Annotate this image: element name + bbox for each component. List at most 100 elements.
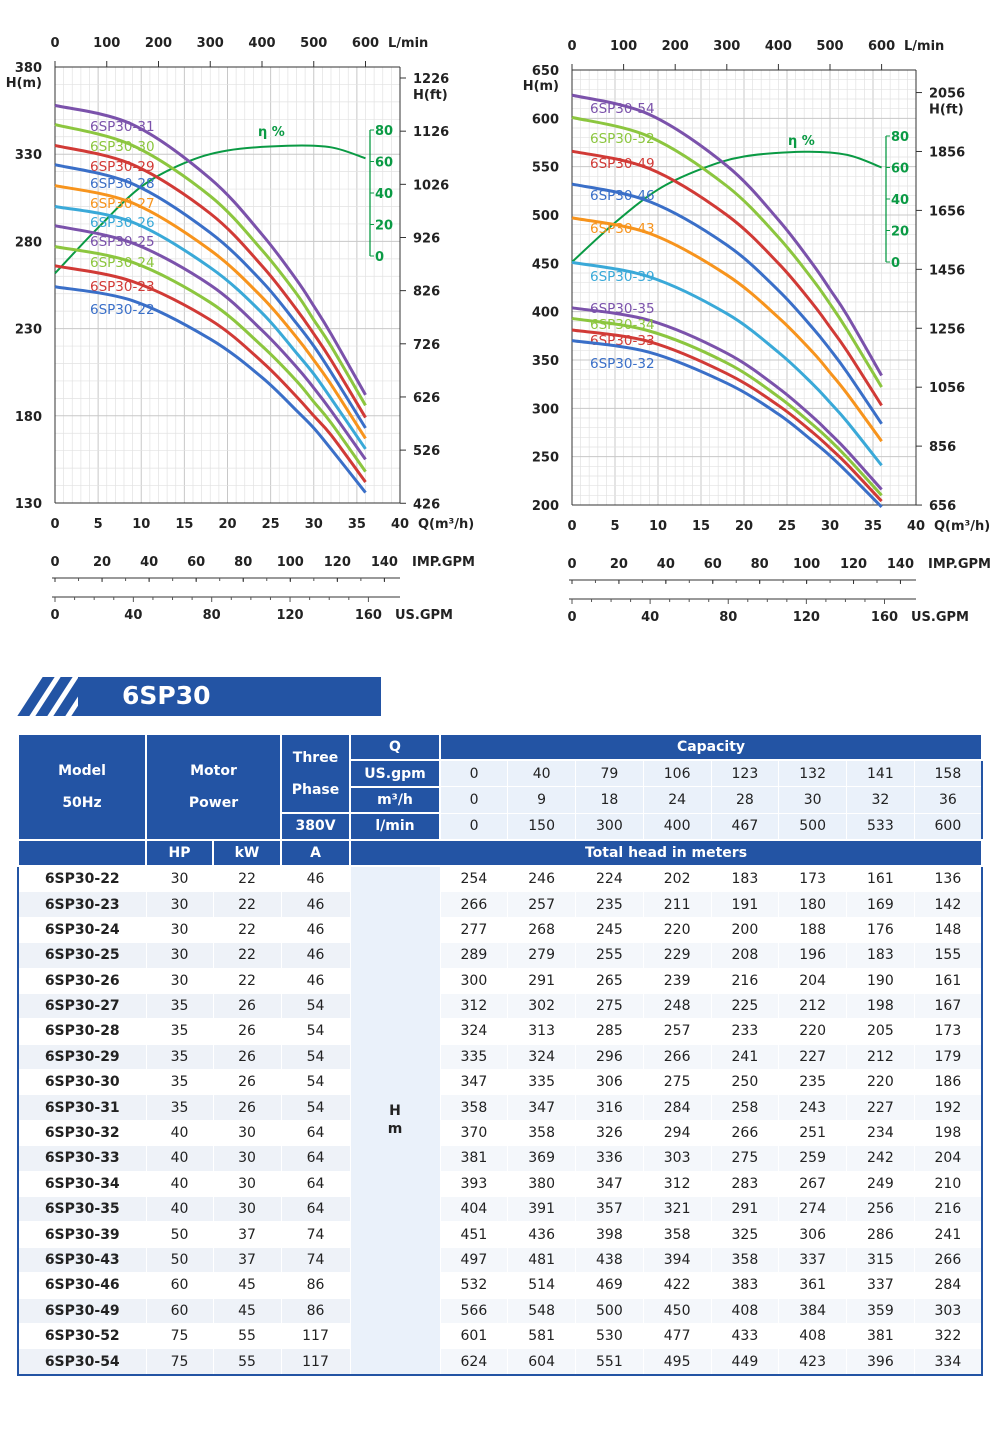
frequency-label: 50Hz: [62, 794, 102, 811]
head-value: 198: [913, 1119, 983, 1147]
imp-tick-label: 120: [324, 555, 351, 570]
head-value: 336: [575, 1145, 644, 1172]
curve-label: 6SP30-43: [590, 221, 655, 237]
head-value: 337: [778, 1246, 847, 1274]
curve-label: 6SP30-24: [90, 255, 155, 271]
head-value: 191: [710, 891, 780, 918]
model-cell: 6SP30-22: [17, 865, 147, 893]
ft-tick-label: 526: [413, 444, 440, 459]
head-value: 369: [507, 1145, 576, 1172]
head-value: 227: [778, 1043, 847, 1071]
head-value: 398: [575, 1221, 644, 1248]
imp-axis-title: IMP.GPM: [412, 555, 475, 570]
y-axis-title: H(m): [6, 76, 42, 91]
x-tick-label: 15: [692, 519, 710, 534]
table-row: 6SP30-24 30 22 46 277 268 245 220 200 188 176 148: [17, 916, 983, 944]
efficiency-label: η %: [788, 134, 815, 149]
head-value: 481: [507, 1246, 576, 1274]
head-value: 361: [778, 1272, 847, 1299]
ft-tick-label: 826: [413, 285, 440, 300]
amps-cell: 117: [280, 1322, 351, 1350]
head-value: 200: [710, 916, 780, 944]
three-label: Three: [292, 749, 339, 766]
capacity-value: 106: [642, 759, 712, 788]
head-value: 224: [575, 865, 644, 893]
lmin-tick-label: 0: [567, 39, 576, 54]
amps-cell: 117: [280, 1348, 351, 1376]
head-value: 394: [642, 1246, 712, 1274]
head-value: 198: [846, 992, 915, 1020]
imp-tick-label: 0: [50, 555, 59, 570]
head-value: 347: [575, 1170, 644, 1198]
x-tick-label: 35: [864, 519, 882, 534]
head-curve-6SP30-25: [54, 224, 367, 461]
capacity-value: 300: [575, 812, 644, 841]
curve-label: 6SP30-28: [90, 176, 155, 192]
head-value: 422: [642, 1272, 712, 1299]
lmin-tick-label: 500: [300, 36, 327, 51]
head-value: 235: [778, 1069, 847, 1096]
model-label: Model: [58, 762, 106, 779]
capacity-value: 36: [913, 786, 983, 814]
head-value: 256: [846, 1196, 915, 1223]
head-value: 393: [439, 1170, 509, 1198]
capacity-value: 158: [913, 759, 983, 788]
head-value: 225: [710, 992, 780, 1020]
head-value: 212: [846, 1043, 915, 1071]
head-value: 277: [439, 916, 509, 944]
curve-label: 6SP30-26: [90, 215, 155, 231]
head-value: 396: [846, 1348, 915, 1376]
kw-cell: 55: [212, 1322, 282, 1350]
kw-header: kW: [212, 838, 282, 867]
head-value: 275: [642, 1069, 712, 1096]
kw-cell: 26: [212, 1094, 282, 1121]
head-value: 433: [710, 1322, 780, 1350]
head-value: 148: [913, 916, 983, 944]
head-value: 322: [913, 1322, 983, 1350]
x-tick-label: 25: [262, 517, 280, 532]
head-value: 254: [439, 865, 509, 893]
head-curve-6SP30-54: [571, 93, 883, 377]
head-value: 255: [575, 942, 644, 969]
efficiency-tick-label: 80: [375, 124, 393, 139]
head-value: 284: [913, 1272, 983, 1299]
performance-table: Model 50Hz Motor Power Three Phase Q Capaci…: [17, 732, 983, 1376]
head-value: 359: [846, 1297, 915, 1324]
head-curve-6SP30-52: [571, 115, 883, 388]
amps-cell: 64: [280, 1170, 351, 1198]
curve-label: 6SP30-49: [590, 156, 655, 172]
head-value: 208: [710, 942, 780, 969]
imp-tick-label: 100: [793, 557, 820, 572]
head-value: 169: [846, 891, 915, 918]
head-value: 233: [710, 1018, 780, 1045]
capacity-value: 500: [778, 812, 847, 841]
head-value: 186: [913, 1069, 983, 1096]
head-value: 161: [846, 865, 915, 893]
us-tick-label: 40: [124, 608, 142, 623]
head-curve-6SP30-23: [54, 264, 367, 483]
q-header: Q: [349, 732, 441, 762]
head-value: 227: [846, 1094, 915, 1121]
hp-cell: 35: [145, 1094, 214, 1121]
ft-tick-label: 426: [413, 497, 440, 512]
head-value: 313: [507, 1018, 576, 1045]
head-value: 337: [846, 1272, 915, 1299]
head-value: 161: [913, 967, 983, 994]
head-value: 514: [507, 1272, 576, 1299]
kw-cell: 30: [212, 1119, 282, 1147]
head-value: 211: [642, 891, 712, 918]
head-value: 291: [710, 1196, 780, 1223]
lmin-tick-label: 400: [765, 39, 792, 54]
y-tick-label: 330: [15, 148, 42, 163]
curve-label: 6SP30-31: [90, 119, 155, 135]
head-value: 312: [642, 1170, 712, 1198]
head-value: 167: [913, 992, 983, 1020]
capacity-value: 0: [439, 786, 509, 814]
model-cell: 6SP30-23: [17, 891, 147, 918]
head-value: 500: [575, 1297, 644, 1324]
head-curve-6SP30-35: [571, 306, 883, 491]
ft-tick-label: 726: [413, 338, 440, 353]
kw-cell: 26: [212, 1018, 282, 1045]
phase-header: Three Phase: [280, 732, 351, 815]
head-value: 347: [439, 1069, 509, 1096]
